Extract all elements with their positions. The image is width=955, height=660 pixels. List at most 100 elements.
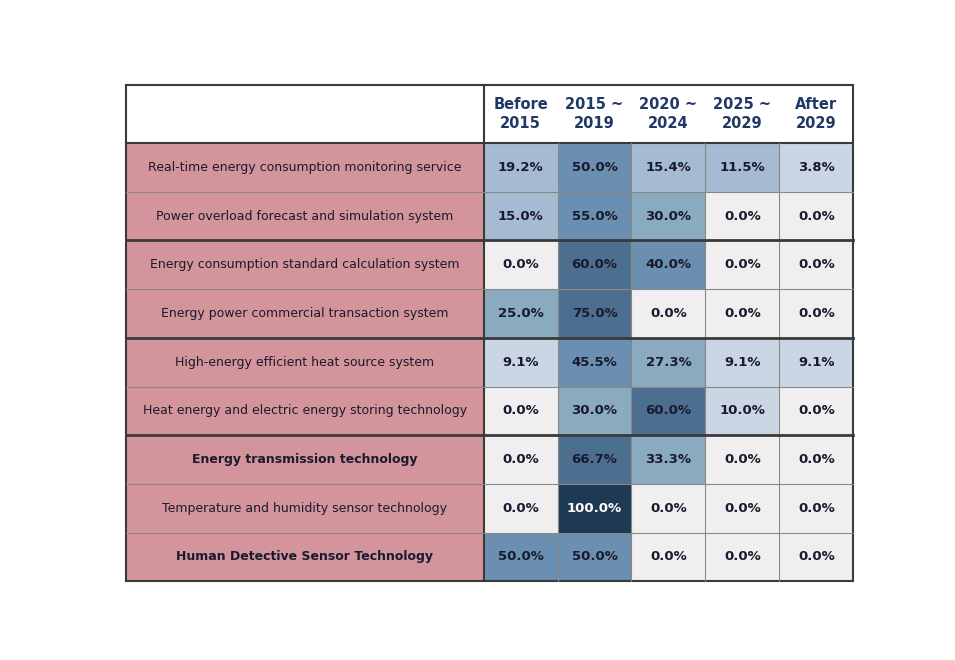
Text: 50.0%: 50.0% [572, 550, 618, 564]
Bar [779, 192, 854, 240]
Bar [558, 338, 631, 387]
Bar [706, 143, 779, 192]
Text: 15.0%: 15.0% [498, 210, 543, 222]
Bar [779, 289, 854, 338]
Text: 0.0%: 0.0% [724, 307, 761, 320]
Bar [558, 143, 631, 192]
Bar [779, 435, 854, 484]
Bar [125, 143, 483, 192]
Bar [483, 192, 558, 240]
Text: 9.1%: 9.1% [502, 356, 539, 369]
Bar [125, 85, 854, 143]
Text: 60.0%: 60.0% [571, 258, 618, 271]
Text: After
2029: After 2029 [796, 98, 838, 131]
Text: 0.0%: 0.0% [724, 258, 761, 271]
Text: 2015 ~
2019: 2015 ~ 2019 [565, 98, 624, 131]
Text: 0.0%: 0.0% [724, 453, 761, 466]
Bar [779, 338, 854, 387]
Bar [483, 533, 558, 581]
Bar [483, 435, 558, 484]
Text: 0.0%: 0.0% [724, 210, 761, 222]
Text: 0.0%: 0.0% [502, 502, 539, 515]
Bar [125, 533, 483, 581]
Bar [706, 387, 779, 435]
Text: Before
2015: Before 2015 [493, 98, 548, 131]
Bar [558, 289, 631, 338]
Bar [779, 387, 854, 435]
Bar [631, 289, 706, 338]
Bar [125, 484, 483, 533]
Text: High-energy efficient heat source system: High-energy efficient heat source system [175, 356, 435, 369]
Text: 0.0%: 0.0% [650, 502, 687, 515]
Bar [558, 435, 631, 484]
Text: Real-time energy consumption monitoring service: Real-time energy consumption monitoring … [148, 161, 461, 174]
Bar [558, 484, 631, 533]
Text: 55.0%: 55.0% [572, 210, 617, 222]
Text: 0.0%: 0.0% [502, 405, 539, 417]
Text: 0.0%: 0.0% [798, 453, 835, 466]
Bar [706, 289, 779, 338]
Text: 25.0%: 25.0% [498, 307, 543, 320]
Text: 9.1%: 9.1% [798, 356, 835, 369]
Text: 75.0%: 75.0% [572, 307, 617, 320]
Text: 2025 ~
2029: 2025 ~ 2029 [713, 98, 772, 131]
Bar [125, 338, 483, 387]
Bar [631, 387, 706, 435]
Bar [558, 387, 631, 435]
Bar [779, 143, 854, 192]
Text: 60.0%: 60.0% [646, 405, 691, 417]
Bar [631, 533, 706, 581]
Bar [483, 143, 558, 192]
Bar [631, 240, 706, 289]
Bar [483, 387, 558, 435]
Text: 0.0%: 0.0% [798, 405, 835, 417]
Text: 0.0%: 0.0% [502, 258, 539, 271]
Text: Energy consumption standard calculation system: Energy consumption standard calculation … [150, 258, 459, 271]
Bar [558, 240, 631, 289]
Text: 0.0%: 0.0% [724, 550, 761, 564]
Bar [558, 533, 631, 581]
Bar [483, 240, 558, 289]
Text: 27.3%: 27.3% [646, 356, 691, 369]
Bar [483, 289, 558, 338]
Text: Power overload forecast and simulation system: Power overload forecast and simulation s… [156, 210, 454, 222]
Bar [483, 338, 558, 387]
Text: 0.0%: 0.0% [798, 502, 835, 515]
Bar [483, 484, 558, 533]
Text: 9.1%: 9.1% [724, 356, 760, 369]
Text: 0.0%: 0.0% [798, 210, 835, 222]
Text: 33.3%: 33.3% [646, 453, 691, 466]
Text: Temperature and humidity sensor technology: Temperature and humidity sensor technolo… [162, 502, 447, 515]
Text: 50.0%: 50.0% [572, 161, 618, 174]
Text: 30.0%: 30.0% [646, 210, 691, 222]
Text: 15.4%: 15.4% [646, 161, 691, 174]
Text: 0.0%: 0.0% [798, 258, 835, 271]
Text: 0.0%: 0.0% [650, 550, 687, 564]
Bar [631, 435, 706, 484]
Text: Heat energy and electric energy storing technology: Heat energy and electric energy storing … [142, 405, 467, 417]
Bar [125, 192, 483, 240]
Bar [706, 435, 779, 484]
Text: 30.0%: 30.0% [571, 405, 618, 417]
Text: Energy power commercial transaction system: Energy power commercial transaction syst… [160, 307, 448, 320]
Bar [558, 192, 631, 240]
Text: 0.0%: 0.0% [650, 307, 687, 320]
Text: 11.5%: 11.5% [719, 161, 765, 174]
Bar [125, 435, 483, 484]
Text: 10.0%: 10.0% [719, 405, 765, 417]
Bar [779, 484, 854, 533]
Bar [779, 533, 854, 581]
Text: Energy transmission technology: Energy transmission technology [192, 453, 417, 466]
Bar [125, 289, 483, 338]
Bar [125, 387, 483, 435]
Text: 40.0%: 40.0% [646, 258, 691, 271]
Text: 45.5%: 45.5% [572, 356, 617, 369]
Text: 66.7%: 66.7% [572, 453, 618, 466]
Bar [631, 143, 706, 192]
Text: 0.0%: 0.0% [724, 502, 761, 515]
Bar [779, 240, 854, 289]
Text: 19.2%: 19.2% [498, 161, 543, 174]
Text: 0.0%: 0.0% [502, 453, 539, 466]
Bar [706, 240, 779, 289]
Bar [125, 240, 483, 289]
